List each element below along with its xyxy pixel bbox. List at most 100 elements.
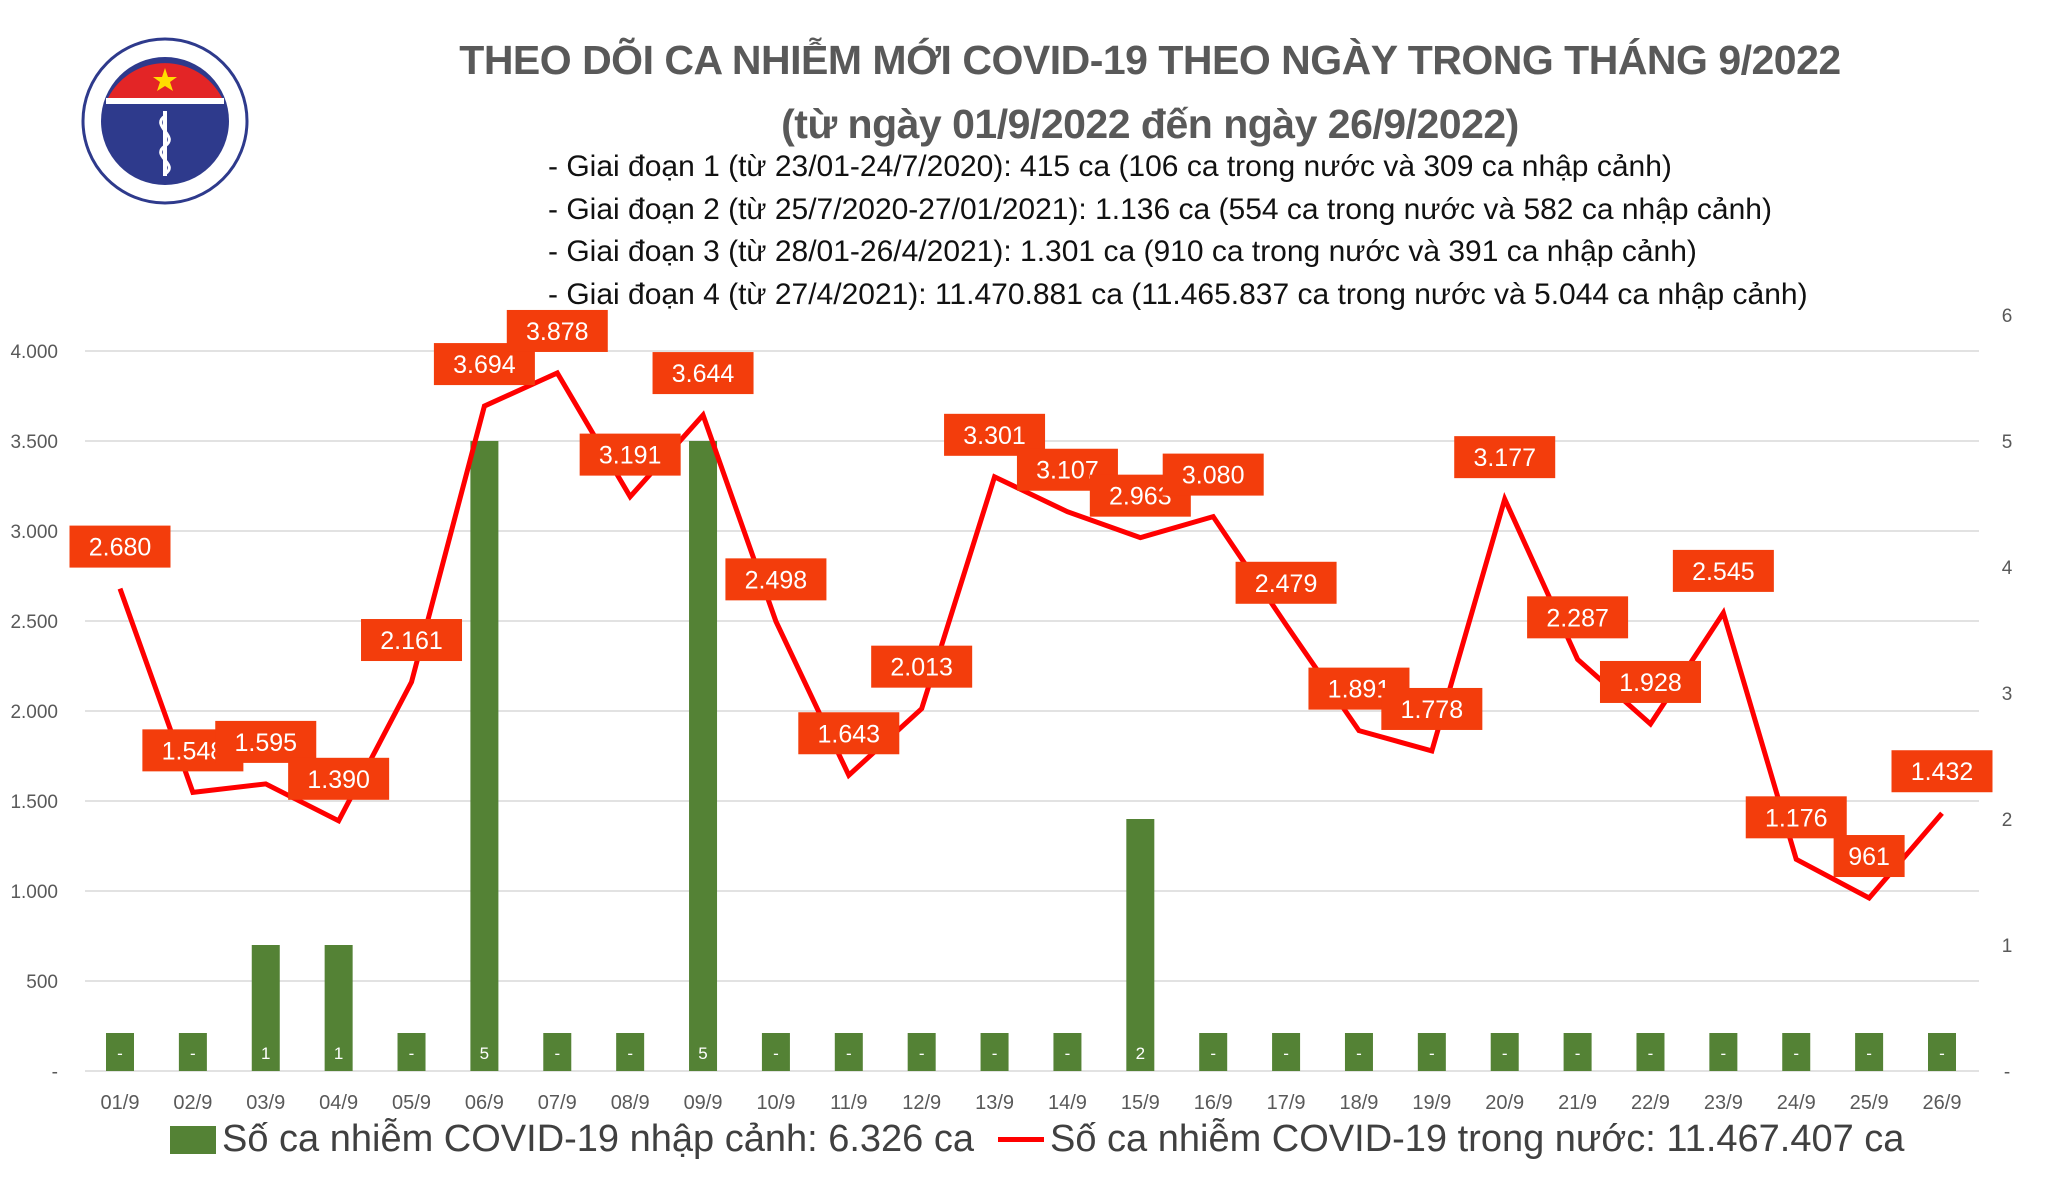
line-data-label: 1.928 (1619, 669, 1682, 697)
x-tick-label: 14/9 (1048, 1092, 1087, 1114)
legend-line-swatch (998, 1137, 1044, 1142)
line-data-label-box (1833, 835, 1905, 878)
line-data-label: 1.595 (234, 729, 297, 757)
x-tick-label: 23/9 (1704, 1092, 1743, 1114)
line-data-label: 2.013 (890, 654, 953, 682)
bar-data-label: 5 (698, 1044, 707, 1063)
x-tick-label: 15/9 (1121, 1092, 1160, 1114)
bar-imported (106, 1033, 134, 1071)
bar-data-label: - (1866, 1044, 1872, 1063)
bar-imported (1053, 1033, 1082, 1071)
bar-data-label: - (117, 1044, 123, 1063)
bar-data-label: 5 (480, 1044, 489, 1063)
line-data-label: 3.080 (1182, 462, 1245, 490)
bar-imported (1490, 1033, 1519, 1071)
y-left-tick-label: 2.000 (10, 702, 58, 723)
legend-item-domestic: Số ca nhiễm COVID-19 trong nước: 11.467.… (998, 1118, 1904, 1161)
y-right-tick-label: 1 (2002, 936, 2013, 957)
bar-data-label: 1 (334, 1044, 343, 1063)
x-tick-label: 02/9 (173, 1092, 212, 1114)
bar-imported (251, 945, 280, 1071)
x-tick-label: 25/9 (1850, 1092, 1889, 1114)
bar-imported (616, 1033, 645, 1071)
line-data-label-box (652, 352, 754, 395)
bar-data-label: - (1575, 1044, 1581, 1063)
x-tick-label: 11/9 (830, 1092, 867, 1114)
bar-data-label: - (1502, 1044, 1508, 1063)
line-data-label: 1.432 (1911, 758, 1974, 786)
bar-data-label: - (992, 1044, 998, 1063)
bar-imported (1709, 1033, 1738, 1071)
x-tick-label: 13/9 (975, 1092, 1014, 1114)
bar-imported (1855, 1033, 1884, 1071)
line-data-label: 1.176 (1765, 804, 1828, 832)
line-data-label-box (1454, 436, 1556, 479)
title-line-1: THEO DÕI CA NHIỄM MỚI COVID-19 THEO NGÀY… (459, 37, 1841, 83)
x-tick-label: 16/9 (1194, 1092, 1233, 1114)
y-right-tick-label: 4 (2002, 558, 2013, 579)
y-right-tick-label: 2 (2002, 810, 2013, 831)
y-left-tick-label: 1.000 (10, 882, 58, 903)
x-tick-label: 21/9 (1558, 1092, 1597, 1114)
line-data-label-box (1162, 453, 1264, 496)
y-left-tick-label: 1.500 (10, 792, 58, 813)
line-data-label: 2.680 (89, 534, 152, 562)
x-tick-label: 07/9 (538, 1092, 577, 1114)
bar-data-label: - (846, 1044, 852, 1063)
line-data-label: 2.498 (745, 566, 808, 594)
line-data-label-box (288, 757, 390, 800)
line-data-label: 1.891 (1328, 676, 1391, 704)
bar-imported (397, 1033, 426, 1071)
bar-imported (1272, 1033, 1301, 1071)
line-data-label-box (1745, 796, 1847, 839)
x-tick-label: 06/9 (465, 1092, 504, 1114)
bar-data-label: - (1648, 1044, 1654, 1063)
x-tick-label: 19/9 (1412, 1092, 1451, 1114)
x-tick-label: 09/9 (684, 1092, 723, 1114)
line-data-label-box (1527, 596, 1629, 639)
legend-item-imported: Số ca nhiễm COVID-19 nhập cảnh: 6.326 ca (170, 1118, 974, 1161)
bar-data-label: - (1793, 1044, 1799, 1063)
line-data-label-box (1381, 687, 1483, 730)
line-data-label-box (798, 712, 900, 755)
bar-data-label: - (1429, 1044, 1435, 1063)
bar-imported (324, 945, 353, 1071)
stage-3: - Giai đoạn 3 (từ 28/01-26/4/2021): 1.30… (548, 235, 1697, 268)
stage-2: - Giai đoạn 2 (từ 25/7/2020-27/01/2021):… (548, 192, 1772, 226)
legend-bar-swatch (170, 1125, 216, 1154)
bar-data-label: - (409, 1044, 415, 1063)
line-data-label: 961 (1848, 843, 1890, 871)
x-tick-label: 24/9 (1777, 1092, 1816, 1114)
x-tick-label: 01/9 (101, 1092, 140, 1114)
line-data-label-box (506, 309, 608, 352)
bar-imported (761, 1033, 790, 1071)
y-right-tick-label: - (2004, 1062, 2010, 1083)
x-tick-label: 18/9 (1339, 1092, 1378, 1114)
line-data-label-box (361, 619, 463, 662)
ministry-of-health-logo (81, 37, 249, 205)
y-left-tick-label: 2.500 (10, 612, 58, 633)
legend-bar-label: Số ca nhiễm COVID-19 nhập cảnh: 6.326 ca (222, 1118, 975, 1160)
chart-title: THEO DÕI CA NHIỄM MỚI COVID-19 THEO NGÀY… (300, 28, 2000, 156)
line-data-label-box (215, 720, 317, 763)
line-data-label: 3.301 (963, 422, 1026, 450)
line-data-label-box (725, 558, 827, 601)
y-left-tick-label: 4.000 (10, 342, 58, 363)
line-data-label: 2.545 (1692, 558, 1755, 586)
line-data-label-box (871, 645, 973, 688)
bar-data-label: - (1210, 1044, 1216, 1063)
stage-1: - Giai đoạn 1 (từ 23/01-24/7/2020): 415 … (548, 150, 1672, 183)
stage-4: - Giai đoạn 4 (từ 27/4/2021): 11.470.881… (548, 277, 1808, 311)
line-data-label: 3.191 (599, 442, 662, 470)
bar-imported (1782, 1033, 1811, 1071)
y-left-tick-label: - (52, 1062, 58, 1083)
bar-imported (178, 1033, 207, 1071)
x-tick-label: 20/9 (1485, 1092, 1524, 1114)
line-data-label: 2.287 (1546, 604, 1609, 632)
bar-imported (470, 441, 499, 1071)
line-data-label: 1.390 (307, 766, 370, 794)
x-tick-label: 12/9 (902, 1092, 941, 1114)
y-left-tick-label: 3.000 (10, 522, 58, 543)
bar-imported (1636, 1033, 1665, 1071)
bar-imported (689, 441, 718, 1071)
